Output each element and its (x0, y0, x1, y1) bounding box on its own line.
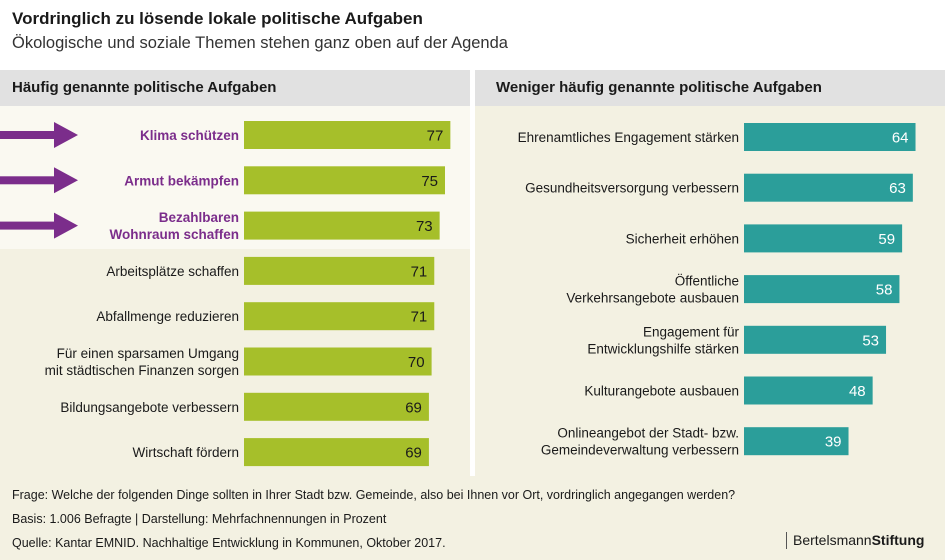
left-value-label: 69 (405, 445, 422, 462)
left-value-label: 71 (411, 263, 428, 280)
brand-bold: Stiftung (871, 532, 925, 548)
chart-subtitle: Ökologische und soziale Themen stehen ga… (12, 34, 508, 52)
brand-logo: BertelsmannStiftung (786, 532, 924, 549)
right-category-label: Onlineangebot der Stadt- bzw. (557, 426, 739, 441)
left-value-label: 71 (411, 309, 428, 326)
left-value-label: 75 (421, 173, 438, 190)
left-category-label: Klima schützen (140, 128, 239, 143)
right-category-label: Gemeindeverwaltung verbessern (541, 443, 739, 458)
right-bar (744, 427, 849, 456)
left-category-label: Arbeitsplätze schaffen (106, 264, 239, 279)
highlight-arrow-shaft (0, 176, 56, 185)
right-bar (744, 325, 887, 354)
right-value-label: 63 (889, 180, 906, 197)
source-text: Quelle: Kantar EMNID. Nachhaltige Entwic… (12, 536, 446, 550)
right-value-label: 59 (878, 231, 895, 248)
left-category-label: Wirtschaft fördern (132, 445, 239, 460)
left-bar (244, 438, 429, 467)
right-bar (744, 224, 903, 253)
left-bar (244, 256, 435, 285)
right-bar (744, 275, 900, 304)
chart-title: Vordringlich zu lösende lokale politisch… (12, 9, 423, 28)
highlight-arrow-shaft (0, 131, 56, 139)
left-panel-title: Häufig genannte politische Aufgaben (12, 79, 277, 96)
left-value-label: 73 (416, 218, 433, 235)
right-category-label: Verkehrsangebote ausbauen (566, 291, 739, 306)
left-category-label: Für einen sparsamen Umgang (57, 346, 239, 361)
right-bar (744, 376, 873, 405)
question-text: Frage: Welche der folgenden Dinge sollte… (12, 488, 736, 502)
bar-chart: 77 Klima schützen 75 Armut bekämpfen 73 Bezah… (0, 121, 916, 467)
left-bar (244, 211, 440, 240)
right-value-label: 48 (849, 383, 866, 400)
left-category-label: Wohnraum schaffen (109, 227, 239, 242)
left-category-label: Bildungsangebote verbessern (60, 400, 239, 415)
right-category-label: Ehrenamtliches Engagement stärken (518, 130, 739, 145)
highlight-arrow-head (54, 122, 78, 148)
left-category-label: Armut bekämpfen (124, 173, 239, 188)
right-category-label: Gesundheitsversorgung verbessern (525, 181, 739, 196)
left-category-label: mit städtischen Finanzen sorgen (45, 363, 239, 378)
left-header-band (0, 70, 470, 106)
highlight-arrow-head (54, 167, 78, 194)
right-value-label: 39 (825, 434, 842, 451)
right-category-label: Öffentliche (675, 274, 739, 289)
right-category-label: Entwicklungshilfe stärken (587, 341, 739, 356)
right-value-label: 58 (876, 282, 893, 299)
right-category-label: Kulturangebote ausbauen (584, 384, 739, 399)
left-bar (244, 392, 429, 421)
left-value-label: 70 (408, 354, 425, 371)
left-value-label: 77 (427, 128, 444, 145)
left-bar (244, 166, 445, 195)
right-header-band (475, 70, 945, 106)
left-category-label: Bezahlbaren (159, 210, 239, 225)
footer (0, 476, 945, 560)
left-bar (244, 302, 435, 331)
right-value-label: 53 (862, 332, 879, 349)
brand-regular: Bertelsmann (793, 532, 872, 548)
left-value-label: 69 (405, 399, 422, 416)
highlight-arrow-head (54, 212, 78, 239)
left-category-label: Abfallmenge reduzieren (96, 309, 239, 324)
right-panel-title: Weniger häufig genannte politische Aufga… (496, 79, 822, 96)
basis-text: Basis: 1.006 Befragte | Darstellung: Meh… (12, 512, 387, 526)
left-bar (244, 347, 432, 376)
right-category-label: Sicherheit erhöhen (626, 231, 739, 246)
right-value-label: 64 (892, 130, 909, 147)
right-category-label: Engagement für (643, 324, 740, 339)
right-bar (744, 123, 916, 151)
left-bar (244, 121, 451, 149)
highlight-arrow-shaft (0, 221, 56, 230)
right-bar (744, 173, 913, 202)
